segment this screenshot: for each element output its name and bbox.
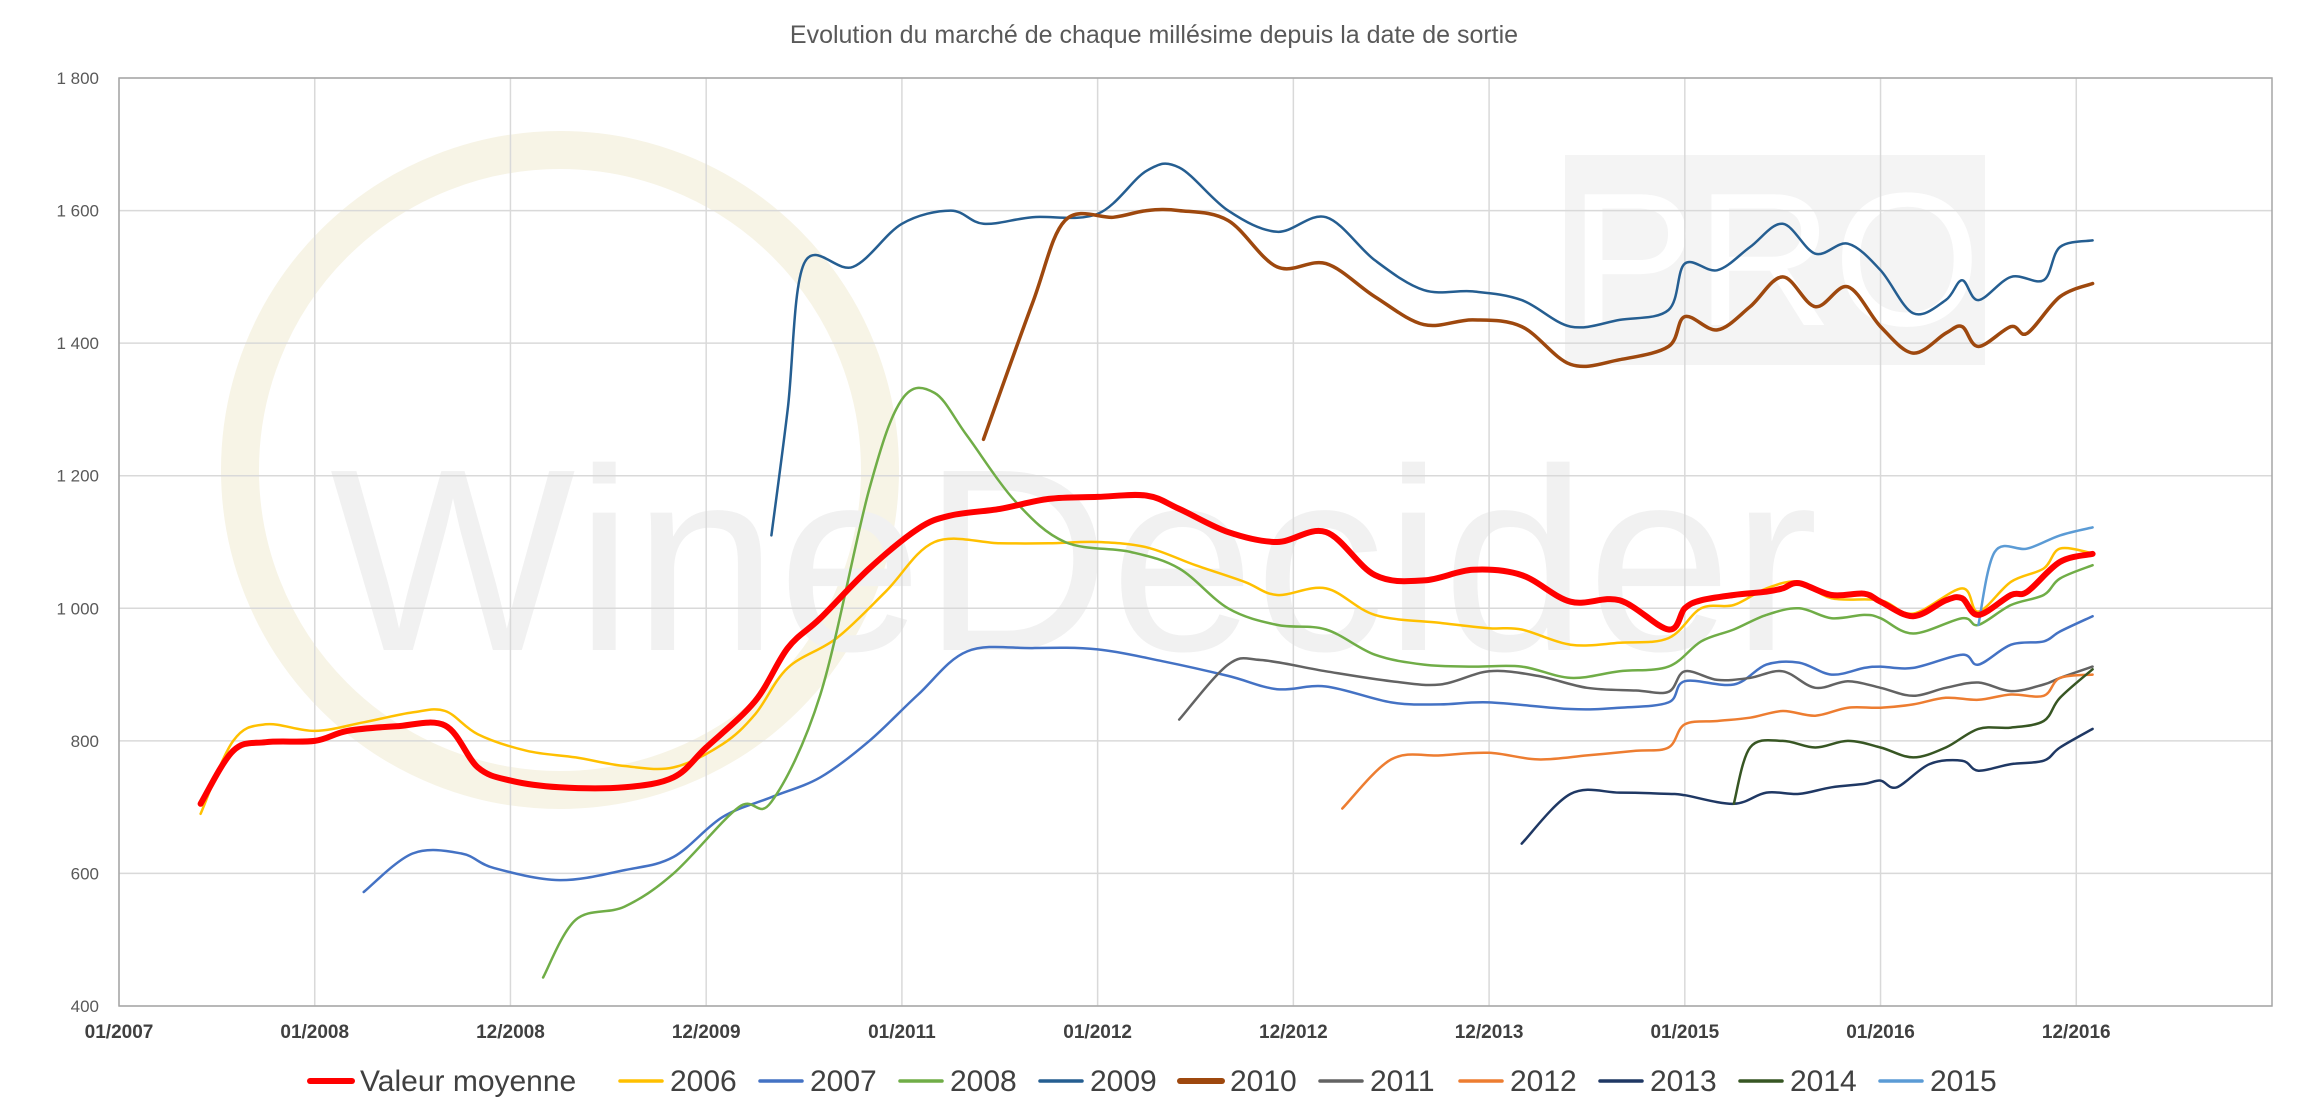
y-tick-label: 1 400 <box>56 334 99 353</box>
legend-label-2012: 2012 <box>1510 1065 1577 1098</box>
legend-label-2008: 2008 <box>950 1065 1017 1098</box>
x-tick-label: 12/2016 <box>2042 1022 2111 1043</box>
y-tick-label: 1 200 <box>56 467 99 486</box>
series-line-2007 <box>362 614 2094 894</box>
series-lines <box>197 162 2096 979</box>
series-line-2008 <box>541 386 2094 979</box>
y-tick-label: 1 800 <box>56 69 99 88</box>
legend-label-2015: 2015 <box>1930 1065 1997 1098</box>
chart-title: Evolution du marché de chaque millésime … <box>790 21 1518 49</box>
watermark-badge-text: PRO <box>1569 154 1981 366</box>
series-line-2014 <box>1732 668 2094 806</box>
x-tick-label: 01/2011 <box>868 1022 936 1043</box>
legend-label-2011: 2011 <box>1370 1065 1435 1098</box>
series-line-2015 <box>1977 526 2094 627</box>
series-line-2006 <box>199 537 2094 816</box>
y-tick-label: 1 600 <box>56 202 99 221</box>
legend-label-2009: 2009 <box>1090 1065 1157 1098</box>
legend-label-valeur-moyenne: Valeur moyenne <box>360 1065 576 1098</box>
legend-label-2013: 2013 <box>1650 1065 1717 1098</box>
legend: Valeur moyenne 2006 2007 2008 2009 2010 2011 20… <box>307 1065 1997 1098</box>
series-line-2010 <box>981 207 2095 442</box>
series-line-2012 <box>1341 673 2094 810</box>
x-tick-label: 12/2008 <box>476 1022 545 1043</box>
x-tick-label: 01/2016 <box>1846 1022 1915 1043</box>
series-line-2013 <box>1520 727 2094 845</box>
series-line-2009 <box>770 162 2094 537</box>
x-tick-label: 01/2015 <box>1650 1022 1719 1043</box>
x-tick-label: 12/2013 <box>1455 1022 1524 1043</box>
x-axis: 01/2007 01/2008 12/2008 12/2009 01/2011 01/20… <box>85 1022 2111 1043</box>
y-tick-label: 600 <box>71 864 99 883</box>
y-tick-label: 1 000 <box>56 599 99 618</box>
x-tick-label: 01/2008 <box>280 1022 349 1043</box>
x-tick-label: 12/2012 <box>1259 1022 1328 1043</box>
watermark: WineDecider PRO <box>221 131 1985 809</box>
x-tick-label: 01/2007 <box>85 1022 154 1043</box>
legend-label-2006: 2006 <box>670 1065 737 1098</box>
series-line-valeur-moyenne <box>197 491 2096 807</box>
watermark-badge <box>1565 155 1985 365</box>
plot-area-border <box>118 77 2273 1007</box>
y-tick-label: 800 <box>71 732 99 751</box>
x-tick-label: 01/2012 <box>1063 1022 1132 1043</box>
y-tick-label: 400 <box>71 997 99 1016</box>
watermark-brand-text: WineDecider <box>330 416 1818 706</box>
legend-label-2007: 2007 <box>810 1065 877 1098</box>
y-axis: 400 600 800 1 000 1 200 1 400 1 600 1 800 <box>56 69 99 1016</box>
legend-label-2014: 2014 <box>1790 1065 1857 1098</box>
x-tick-label: 12/2009 <box>672 1022 741 1043</box>
legend-label-2010: 2010 <box>1230 1065 1297 1098</box>
series-line-2011 <box>1177 656 2094 721</box>
